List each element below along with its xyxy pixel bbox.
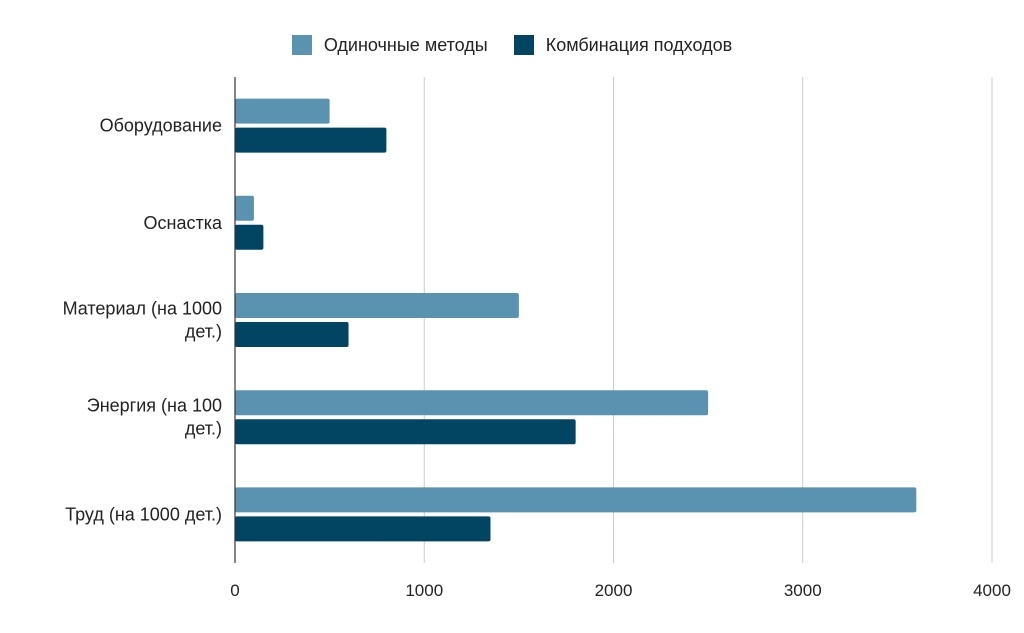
bar-combined-4 (235, 516, 491, 542)
category-label-1: Оснастка (144, 213, 223, 233)
category-label-3-line-1: дет.) (185, 419, 222, 439)
x-tick-label-0: 0 (230, 581, 239, 600)
legend-item-single-methods[interactable]: Одиночные методы (291, 34, 488, 56)
bar-combined-2 (235, 322, 349, 347)
category-label-2-line-1: дет.) (185, 322, 222, 342)
bar-single-4 (235, 487, 917, 513)
legend-label-combination: Комбинация подходов (545, 34, 733, 55)
category-label-3-line-0: Энергия (на 100 (87, 396, 222, 416)
bar-combined-3 (235, 419, 576, 445)
bar-single-3 (235, 390, 709, 416)
legend-label-single-methods: Одиночные методы (323, 34, 488, 55)
bar-single-0 (235, 98, 330, 124)
legend-item-combination[interactable]: Комбинация подходов (513, 34, 733, 56)
category-label-0: Оборудование (100, 116, 222, 136)
x-tick-label-4000: 4000 (973, 581, 1011, 600)
bar-single-2 (235, 293, 519, 318)
x-tick-label-2000: 2000 (595, 581, 633, 600)
legend-swatch-single-methods (291, 35, 312, 55)
category-label-2-line-0: Материал (на 1000 (63, 299, 222, 319)
chart-legend: Одиночные методы Комбинация подходов (0, 31, 1024, 59)
x-tick-label-1000: 1000 (405, 581, 443, 600)
bar-combined-1 (235, 224, 264, 250)
x-tick-label-3000: 3000 (784, 581, 822, 600)
category-label-4: Труд (на 1000 дет.) (65, 504, 222, 524)
bar-single-1 (235, 195, 254, 221)
legend-swatch-combination (513, 35, 534, 55)
bar-combined-0 (235, 127, 387, 153)
